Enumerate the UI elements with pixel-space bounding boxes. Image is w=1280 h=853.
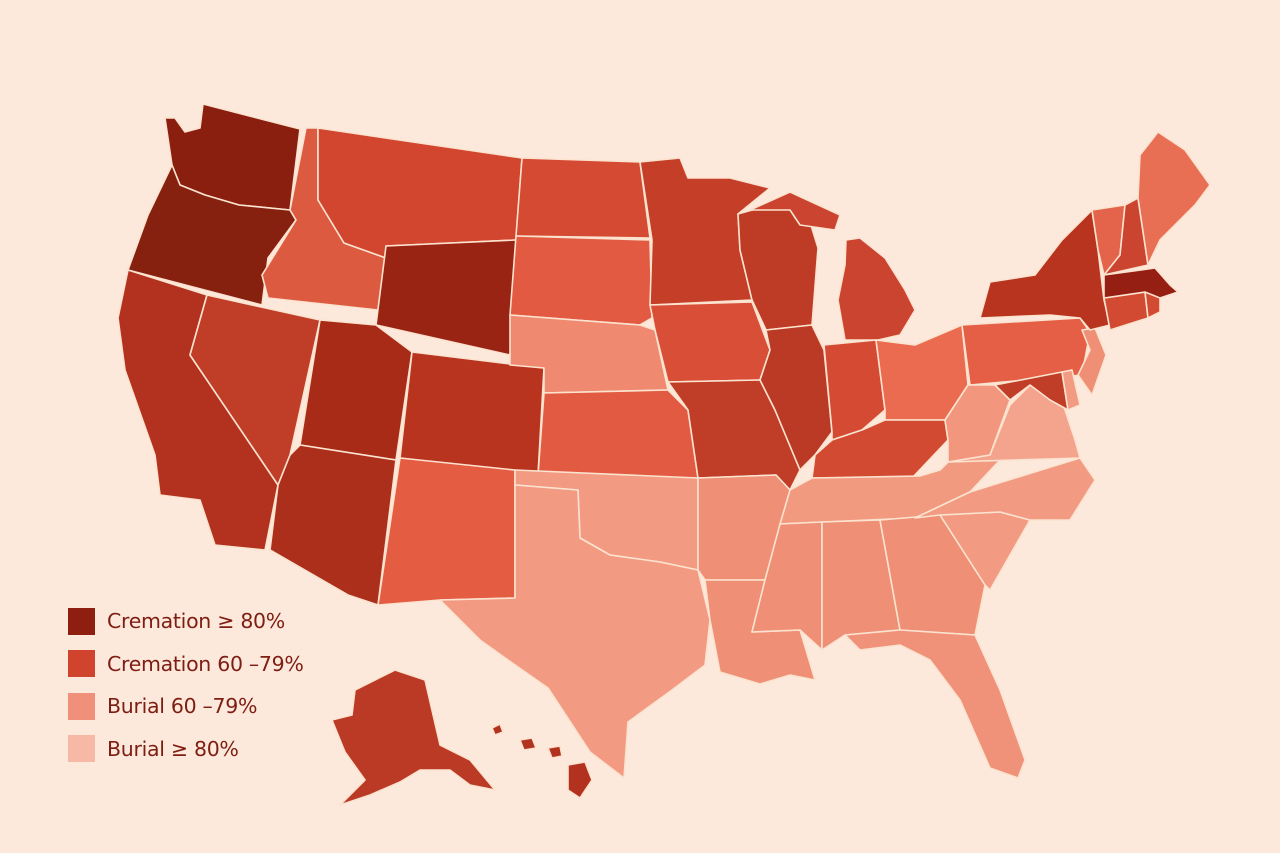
state-me — [1137, 131, 1211, 266]
state-fl — [844, 629, 1026, 779]
state-ks — [537, 389, 699, 479]
state-co — [399, 351, 545, 476]
state-de — [1061, 369, 1081, 411]
state-ny — [979, 209, 1111, 331]
legend-label: Burial 60 –79% — [107, 694, 258, 719]
state-ut — [299, 319, 413, 461]
legend-label: Cremation 60 –79% — [107, 651, 304, 676]
state-nh — [1103, 197, 1149, 276]
legend-label: Cremation ≥ 80% — [107, 609, 285, 634]
legend-swatch — [68, 692, 95, 720]
state-sd — [509, 235, 653, 326]
state-ia — [649, 301, 771, 383]
legend-item-cremation-60-79: Cremation 60 –79% — [68, 643, 304, 686]
state-nm — [377, 457, 516, 606]
state-mt — [317, 127, 523, 259]
state-ak — [331, 669, 496, 806]
legend-item-burial-60-79: Burial 60 –79% — [68, 685, 304, 728]
legend-swatch — [68, 650, 95, 678]
legend: Cremation ≥ 80% Cremation 60 –79% Burial… — [68, 600, 304, 770]
state-tx — [439, 484, 711, 779]
legend-swatch — [68, 607, 95, 635]
legend-label: Burial ≥ 80% — [107, 736, 239, 761]
state-il — [759, 324, 833, 471]
legend-swatch — [68, 735, 95, 763]
state-nd — [515, 157, 651, 239]
state-wy — [375, 239, 517, 356]
state-mi — [749, 191, 916, 341]
state-nc — [914, 457, 1096, 521]
state-pa — [961, 317, 1091, 386]
legend-item-burial-80: Burial ≥ 80% — [68, 728, 304, 771]
state-az — [269, 444, 397, 606]
legend-item-cremation-80: Cremation ≥ 80% — [68, 600, 304, 643]
state-ma — [1103, 267, 1179, 299]
state-hi — [491, 723, 593, 799]
